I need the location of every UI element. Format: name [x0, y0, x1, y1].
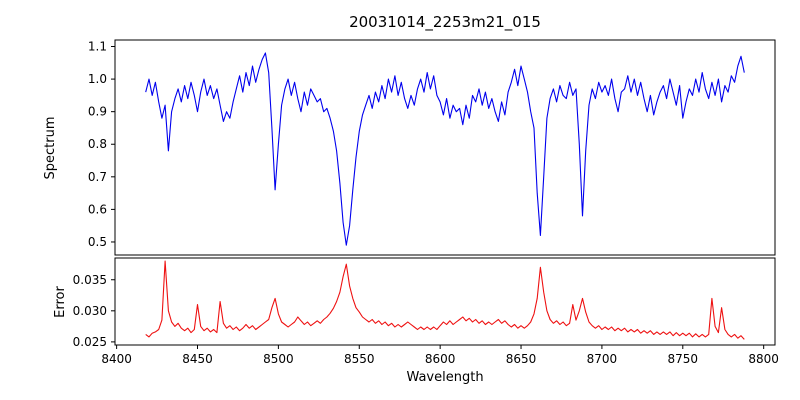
- spectrum-y-tick-label: 0.9: [88, 105, 107, 119]
- error-axes-frame: [114, 257, 776, 346]
- error-x-tick-label: 8450: [182, 352, 213, 366]
- error-x-tick-label: 8500: [263, 352, 294, 366]
- x-axis-label: Wavelength: [406, 370, 483, 385]
- error-x-tick-label: 8600: [425, 352, 456, 366]
- spectrum-axis-label: Spectrum: [43, 117, 58, 180]
- spectrum-flux-line: [145, 52, 745, 246]
- spectrum-y-tick-label: 0.5: [88, 235, 107, 249]
- spectrum-y-tick-label: 0.6: [88, 202, 107, 216]
- spectrum-axes-frame: [114, 39, 776, 256]
- error-x-tick-label: 8700: [587, 352, 618, 366]
- error-x-tick-label: 8400: [101, 352, 132, 366]
- spectrum-y-tick-label: 1.1: [88, 40, 107, 54]
- spectrum-y-tick-label: 0.8: [88, 137, 107, 151]
- spectrum-y-tick-label: 1.0: [88, 72, 107, 86]
- error-y-tick-label: 0.035: [73, 273, 107, 287]
- error-y-tick-label: 0.030: [73, 304, 107, 318]
- error-x-tick-label: 8550: [344, 352, 375, 366]
- spectrum-y-tick-label: 0.7: [88, 170, 107, 184]
- error-x-tick-label: 8750: [668, 352, 699, 366]
- error-y-tick-label: 0.025: [73, 335, 107, 349]
- chart-title: 20031014_2253m21_015: [349, 13, 541, 31]
- spectrum-error-line: [145, 260, 745, 340]
- error-x-tick-label: 8650: [506, 352, 537, 366]
- error-x-tick-label: 8800: [748, 352, 779, 366]
- error-axis-label: Error: [53, 286, 68, 318]
